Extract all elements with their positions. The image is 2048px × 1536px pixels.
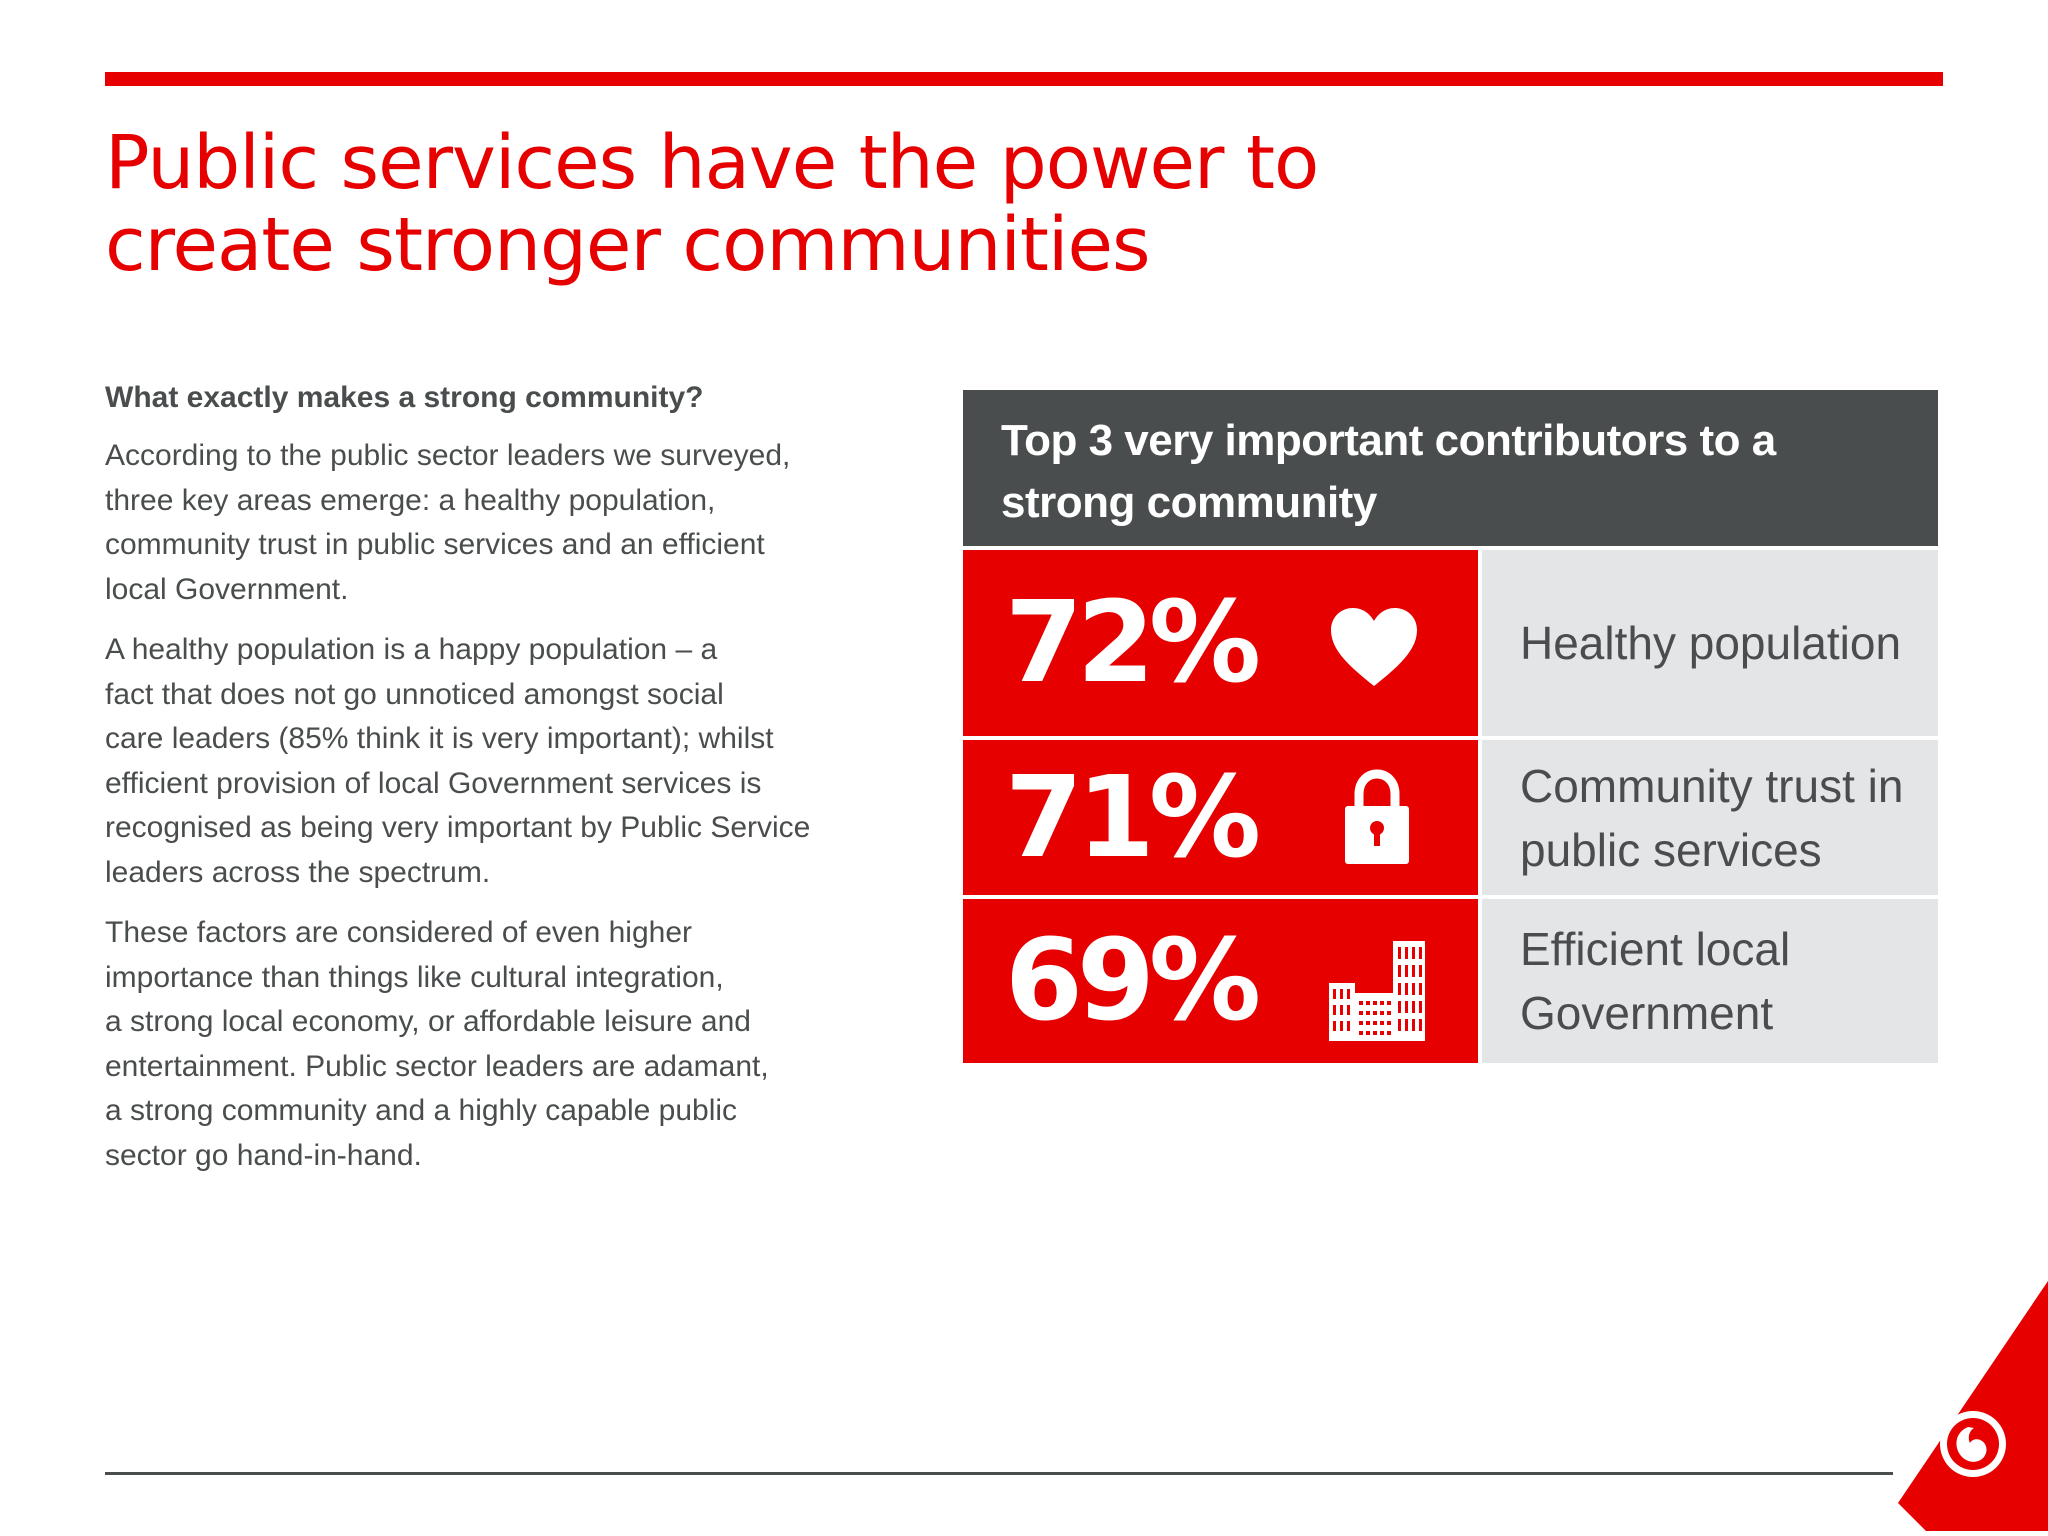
stat-value-cell: 71% — [963, 740, 1478, 895]
paragraph-line: fact that does not go unnoticed amongst … — [105, 677, 724, 711]
stat-row: 69% — [963, 899, 1938, 1063]
buildings-icon — [1329, 941, 1425, 1046]
paragraph-line: importance than things like cultural int… — [105, 960, 724, 994]
paragraph-line: community trust in public services and a… — [105, 528, 765, 561]
heart-icon — [1329, 606, 1419, 693]
paragraph-line: These factors are considered of even hig… — [105, 916, 693, 949]
stat-percentage: 71% — [1005, 752, 1261, 883]
page-title: Public services have the power to create… — [105, 122, 1405, 286]
padlock-icon — [1345, 768, 1409, 871]
stat-label-line: Efficient local — [1520, 923, 1791, 975]
stat-value-cell: 69% — [963, 899, 1478, 1063]
stat-label: Healthy population — [1520, 611, 1901, 675]
paragraph-line: three key areas emerge: a healthy popula… — [105, 483, 716, 517]
paragraph-line: a strong local economy, or affordable le… — [105, 1005, 751, 1038]
stat-label: Efficient local Government — [1520, 917, 1790, 1045]
contributors-panel: Top 3 very important contributors to a s… — [963, 390, 1938, 1063]
paragraph: According to the public sector leaders w… — [105, 434, 885, 612]
stat-label-line: Government — [1520, 987, 1774, 1039]
paragraph-line: recognised as being very important by Pu… — [105, 811, 811, 844]
paragraph: These factors are considered of even hig… — [105, 911, 885, 1178]
stat-value-cell: 72% — [963, 550, 1478, 736]
speechmark-logo-icon — [1898, 1281, 2048, 1536]
stat-label: Community trust in public services — [1520, 754, 1903, 882]
panel-title: Top 3 very important contributors to a s… — [963, 390, 1938, 546]
stat-label-line: public services — [1520, 823, 1822, 876]
paragraph-line: care leaders (85% think it is very impor… — [105, 722, 774, 755]
stat-label-line: Healthy population — [1520, 617, 1902, 669]
panel-title-line: strong community — [1001, 478, 1377, 527]
paragraph-line: A healthy population is a happy populati… — [105, 633, 718, 666]
stat-label-line: Community trust in — [1520, 759, 1904, 812]
paragraph-line: leaders across the spectrum. — [105, 855, 491, 889]
body-text: What exactly makes a strong community? A… — [105, 376, 885, 1194]
stat-row: 71% Community trust in public services — [963, 740, 1938, 895]
bottom-rule — [105, 1472, 1893, 1475]
panel-title-line: Top 3 very important contributors to a — [1001, 416, 1776, 465]
paragraph-line: efficient provision of local Government … — [105, 766, 762, 800]
paragraph-line: According to the public sector leaders w… — [105, 439, 791, 472]
page-title-line: Public services have the power to — [105, 120, 1319, 206]
paragraph-line: a strong community and a highly capable … — [105, 1094, 738, 1127]
stat-percentage: 69% — [1005, 916, 1261, 1046]
subheading: What exactly makes a strong community? — [105, 381, 704, 414]
stat-label-cell: Healthy population — [1482, 550, 1938, 736]
paragraph-line: local Government. — [105, 572, 349, 606]
stat-label-cell: Community trust in public services — [1482, 740, 1938, 895]
stat-row: 72% Healthy population — [963, 550, 1938, 736]
paragraph-line: sector go hand-in-hand. — [105, 1138, 422, 1172]
top-rule — [105, 72, 1943, 86]
paragraph-line: entertainment. Public sector leaders are… — [105, 1049, 769, 1083]
stat-label-cell: Efficient local Government — [1482, 899, 1938, 1063]
page-title-line: create stronger communities — [105, 202, 1151, 288]
stat-percentage: 72% — [1005, 578, 1261, 708]
paragraph: A healthy population is a happy populati… — [105, 628, 885, 895]
